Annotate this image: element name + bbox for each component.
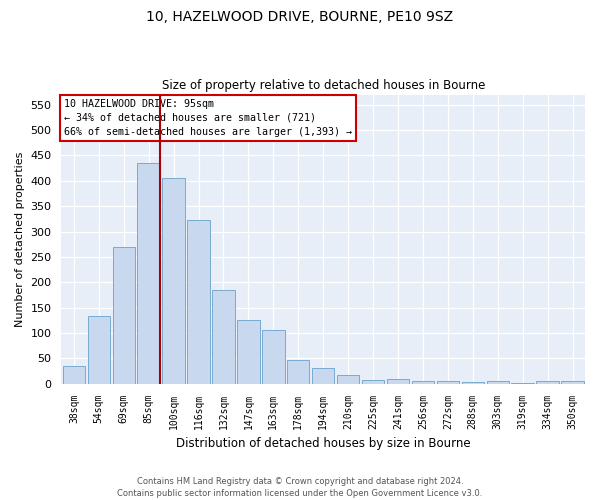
Bar <box>62 366 85 384</box>
Bar <box>387 378 409 384</box>
Bar <box>461 382 484 384</box>
Bar <box>337 374 359 384</box>
Bar <box>536 380 559 384</box>
Text: 10 HAZELWOOD DRIVE: 95sqm
← 34% of detached houses are smaller (721)
66% of semi: 10 HAZELWOOD DRIVE: 95sqm ← 34% of detac… <box>64 99 352 137</box>
Text: 10, HAZELWOOD DRIVE, BOURNE, PE10 9SZ: 10, HAZELWOOD DRIVE, BOURNE, PE10 9SZ <box>146 10 454 24</box>
Bar <box>511 382 534 384</box>
Bar <box>187 220 210 384</box>
Text: Contains HM Land Registry data © Crown copyright and database right 2024.
Contai: Contains HM Land Registry data © Crown c… <box>118 476 482 498</box>
Bar <box>113 246 135 384</box>
Bar <box>437 381 459 384</box>
Bar <box>562 380 584 384</box>
Title: Size of property relative to detached houses in Bourne: Size of property relative to detached ho… <box>161 79 485 92</box>
Bar <box>487 381 509 384</box>
Bar <box>212 290 235 384</box>
Bar <box>88 316 110 384</box>
Bar <box>237 320 260 384</box>
Bar <box>412 381 434 384</box>
Bar <box>312 368 334 384</box>
Bar <box>262 330 284 384</box>
Bar <box>163 178 185 384</box>
X-axis label: Distribution of detached houses by size in Bourne: Distribution of detached houses by size … <box>176 437 470 450</box>
Bar <box>137 163 160 384</box>
Bar <box>362 380 384 384</box>
Bar <box>287 360 310 384</box>
Y-axis label: Number of detached properties: Number of detached properties <box>15 152 25 327</box>
